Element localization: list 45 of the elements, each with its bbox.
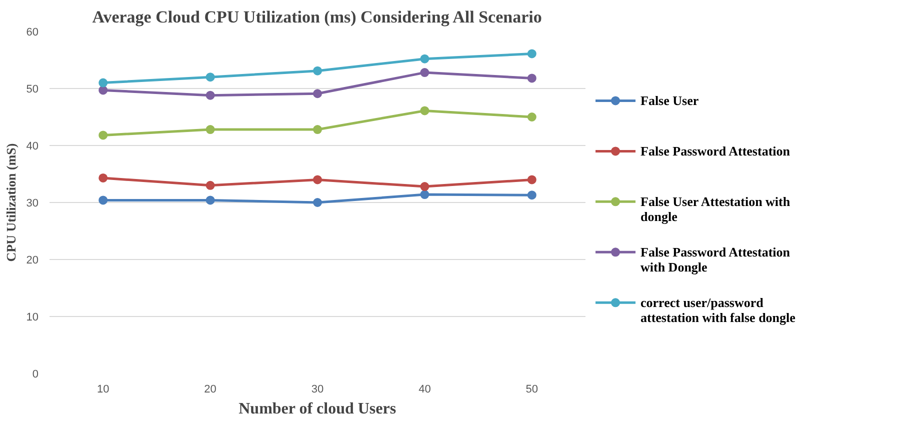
x-tick-label: 40 (418, 384, 431, 396)
y-tick-label: 30 (26, 198, 39, 210)
y-tick-label: 0 (32, 368, 39, 380)
x-tick-label: 20 (204, 384, 216, 396)
y-tick-label: 20 (26, 254, 39, 266)
point (98, 174, 108, 182)
point (420, 106, 430, 116)
x-tick-label: 10 (96, 384, 110, 396)
point (527, 112, 536, 122)
point (420, 68, 430, 78)
x-tick-label: 50 (526, 384, 538, 396)
y-axis-title: CPU Utilization (mS) (3, 143, 18, 262)
point (420, 182, 430, 192)
point (313, 125, 322, 134)
legend-label: False User (640, 93, 699, 108)
legend-label: False Password Attestation (640, 144, 791, 159)
legend-label: correct user/password attestation with false dongle (640, 295, 796, 325)
point (313, 198, 322, 207)
y-tick-label: 10 (26, 312, 39, 324)
point (98, 196, 108, 205)
point (98, 130, 108, 140)
point (420, 190, 430, 200)
point (98, 78, 108, 88)
y-tick-label: 50 (26, 84, 39, 96)
x-tick-label: 30 (311, 384, 324, 396)
x-axis-title: Number of cloud Users (238, 400, 396, 418)
point (206, 90, 215, 100)
point (98, 86, 108, 95)
point (206, 125, 215, 134)
chart-title: Average Cloud CPU Utilization (ms) Considering All Scenario (92, 8, 542, 26)
point (527, 74, 536, 83)
point (527, 190, 536, 200)
legend-label: False User Attestation with dongle (640, 194, 791, 224)
y-tick-label: 40 (26, 140, 39, 152)
point (313, 66, 322, 76)
point (527, 175, 536, 184)
point (206, 72, 215, 82)
point (206, 180, 215, 190)
point (313, 89, 322, 98)
point (313, 175, 322, 184)
point (206, 196, 215, 205)
point (527, 49, 536, 58)
point (420, 54, 430, 64)
legend-label: False Password Attestation with Dongle (640, 244, 791, 274)
y-tick-label: 60 (26, 26, 39, 38)
